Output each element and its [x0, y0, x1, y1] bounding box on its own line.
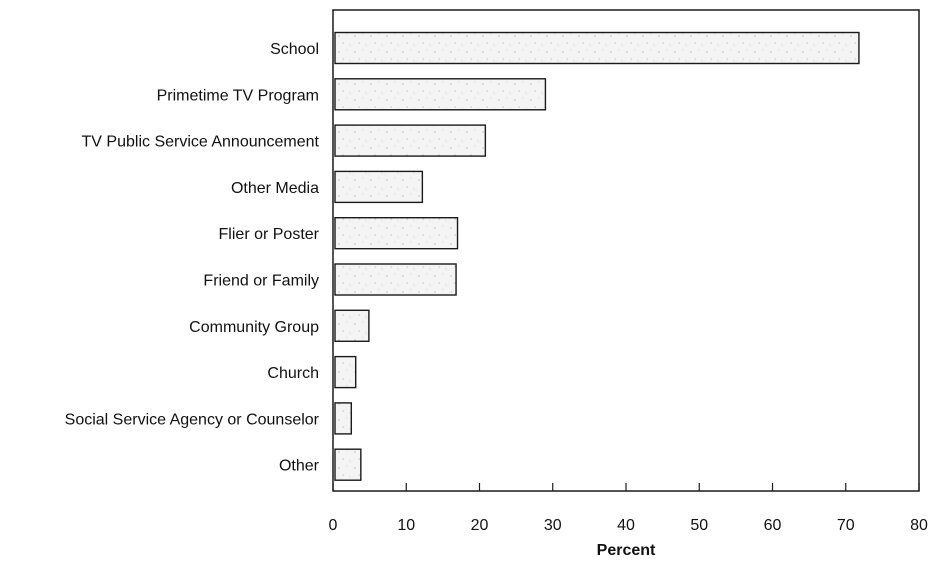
- x-axis-group: 0 10 20 30 40 50 60 70 80: [329, 483, 928, 534]
- x-tick-label: 50: [690, 517, 708, 534]
- x-tick-label: 70: [837, 517, 855, 534]
- category-labels-group: School Primetime TV Program TV Public Serv…: [65, 41, 320, 475]
- category-label: Flier or Poster: [219, 226, 320, 243]
- category-label: Other Media: [231, 180, 319, 197]
- x-tick-label: 30: [544, 517, 562, 534]
- bar: [334, 355, 357, 389]
- x-tick-label: 0: [329, 517, 338, 534]
- category-label: Primetime TV Program: [157, 87, 319, 104]
- x-tick-label: 80: [910, 517, 928, 534]
- bar: [334, 78, 547, 111]
- category-label: Friend or Family: [203, 273, 319, 290]
- bar: [334, 309, 370, 342]
- x-tick-label: 10: [397, 517, 415, 534]
- x-tick-label: 20: [471, 517, 489, 534]
- category-label: TV Public Service Announcement: [82, 134, 320, 151]
- x-tick-label: 40: [617, 517, 635, 534]
- bar: [334, 216, 459, 250]
- bar: [334, 263, 457, 296]
- x-axis-title: Percent: [597, 542, 656, 559]
- category-label: Other: [279, 458, 320, 475]
- bar: [334, 402, 353, 435]
- category-label: Community Group: [189, 319, 319, 336]
- bar: [334, 31, 860, 65]
- category-label: School: [270, 41, 319, 58]
- plot-frame: [332, 9, 920, 492]
- bars-group: [334, 31, 860, 481]
- bar: [334, 170, 424, 204]
- category-label: Social Service Agency or Counselor: [65, 411, 320, 428]
- bar: [334, 124, 487, 157]
- bar: [334, 448, 362, 481]
- x-tick-label: 60: [764, 517, 782, 534]
- category-label: Church: [267, 365, 319, 382]
